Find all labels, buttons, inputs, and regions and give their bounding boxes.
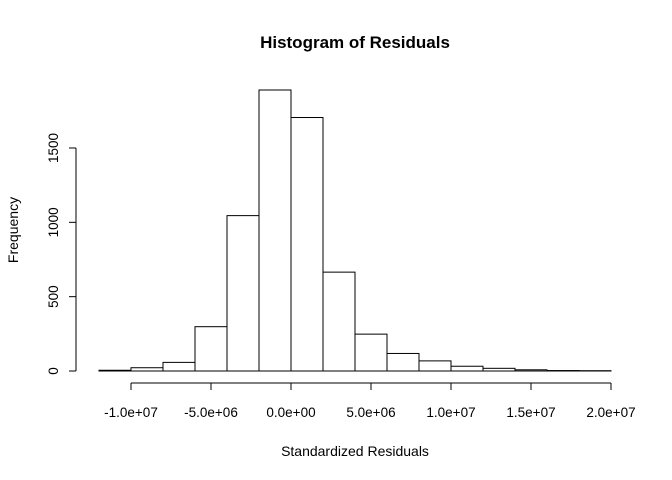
- chart-title: Histogram of Residuals: [260, 33, 450, 52]
- y-tick-label: 500: [46, 285, 61, 308]
- y-axis: 0 500 1000 1500: [46, 133, 77, 375]
- x-tick-label: -5.0e+06: [184, 405, 238, 420]
- histogram-bar: [130, 367, 164, 372]
- histogram-bar: [322, 271, 356, 372]
- x-axis-label: Standardized Residuals: [281, 443, 429, 459]
- histogram-bar: [194, 326, 228, 372]
- histogram-bar: [354, 333, 388, 372]
- histogram-bar: [290, 117, 324, 372]
- histogram-bar: [418, 360, 452, 372]
- x-tick-label: 2.0e+07: [586, 405, 635, 420]
- histogram-bar: [258, 89, 292, 372]
- x-axis: -1.0e+07 -5.0e+06 0.0e+00 5.0e+06 1.0e+07 1.5…: [104, 382, 636, 420]
- histogram-bar: [386, 352, 420, 372]
- y-tick-label: 1500: [46, 133, 61, 163]
- histogram-bar: [482, 367, 516, 372]
- y-tick-label: 1000: [46, 207, 61, 237]
- histogram-bar: [514, 369, 548, 372]
- x-tick-label: 1.0e+07: [426, 405, 475, 420]
- bars-group: [98, 89, 612, 372]
- x-tick-label: 1.5e+07: [506, 405, 555, 420]
- y-axis-label: Frequency: [5, 197, 21, 263]
- x-tick-label: -1.0e+07: [104, 405, 158, 420]
- x-tick-label: 5.0e+06: [346, 405, 395, 420]
- histogram-bar: [162, 361, 196, 372]
- histogram-bar: [98, 369, 132, 372]
- histogram-bar: [226, 215, 260, 372]
- histogram-bar: [450, 365, 484, 372]
- x-tick-label: 0.0e+00: [266, 405, 315, 420]
- y-tick-label: 0: [46, 367, 61, 375]
